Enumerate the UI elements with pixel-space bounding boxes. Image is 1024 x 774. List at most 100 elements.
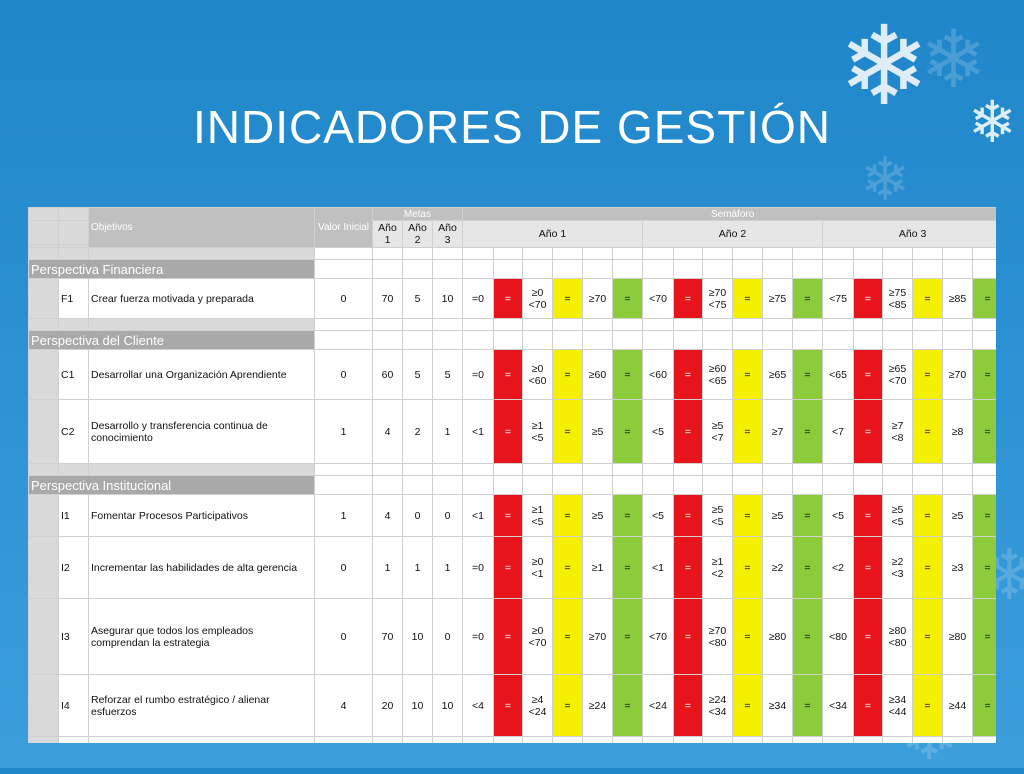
snowflake-icon: ❄ bbox=[860, 146, 911, 213]
empty-cell bbox=[732, 475, 763, 495]
empty-cell bbox=[853, 463, 883, 476]
gutter-cell bbox=[28, 399, 59, 464]
empty-cell bbox=[853, 736, 883, 743]
semaforo-cell: ≥4 <24 bbox=[522, 674, 553, 737]
empty-cell bbox=[432, 318, 463, 331]
empty-cell bbox=[912, 330, 943, 350]
empty-cell bbox=[582, 736, 613, 743]
semaforo-cell: = bbox=[732, 598, 763, 675]
empty-cell bbox=[493, 475, 523, 495]
gutter-cell bbox=[28, 278, 59, 319]
semaforo-cell: = bbox=[912, 536, 943, 599]
section-row: Perspectiva Financiera bbox=[28, 259, 996, 279]
semaforo-cell: <5 bbox=[642, 399, 674, 464]
empty-cell bbox=[942, 247, 973, 260]
semaforo-cell: = bbox=[971, 598, 996, 675]
semaforo-cell: ≥5 bbox=[762, 494, 793, 537]
header-semaforo-year-1: Año 1 bbox=[462, 220, 643, 248]
semaforo-cell: ≥60 bbox=[582, 349, 613, 400]
table-row: C2 Desarrollo y transferencia continua de… bbox=[28, 399, 996, 464]
semaforo-cell: =0 bbox=[462, 536, 494, 599]
empty-cell bbox=[462, 247, 494, 260]
empty-cell bbox=[612, 318, 643, 331]
indicator-code: C1 bbox=[58, 349, 89, 400]
empty-cell bbox=[882, 736, 913, 743]
empty-cell bbox=[971, 318, 996, 331]
semaforo-cell: = bbox=[971, 278, 996, 319]
semaforo-cell: = bbox=[792, 674, 823, 737]
semaforo-cell: = bbox=[493, 536, 523, 599]
empty-cell bbox=[88, 247, 315, 260]
empty-cell bbox=[822, 259, 854, 279]
empty-cell bbox=[702, 736, 733, 743]
header-valor-inicial: Valor Inicial bbox=[314, 207, 373, 248]
empty-cell bbox=[402, 463, 433, 476]
empty-cell bbox=[702, 318, 733, 331]
indicator-code: I3 bbox=[58, 598, 89, 675]
semaforo-cell: ≥7 <8 bbox=[882, 399, 913, 464]
gutter-cell bbox=[28, 674, 59, 737]
valor-inicial-cell: 1 bbox=[314, 494, 373, 537]
semaforo-cell: = bbox=[673, 349, 703, 400]
empty-cell bbox=[582, 475, 613, 495]
semaforo-cell: ≥3 bbox=[942, 536, 973, 599]
footer-row: ® CENTRUM bbox=[28, 736, 996, 743]
empty-cell bbox=[971, 247, 996, 260]
semaforo-cell: <24 bbox=[642, 674, 674, 737]
semaforo-cell: = bbox=[971, 674, 996, 737]
objective-text: Crear fuerza motivada y preparada bbox=[88, 278, 315, 319]
empty-cell bbox=[762, 318, 793, 331]
empty-cell bbox=[732, 259, 763, 279]
semaforo-cell: ≥0 <60 bbox=[522, 349, 553, 400]
semaforo-cell: ≥70 bbox=[582, 278, 613, 319]
empty-cell bbox=[792, 247, 823, 260]
empty-cell bbox=[792, 318, 823, 331]
semaforo-cell: = bbox=[552, 674, 583, 737]
semaforo-cell: ≥5 <5 bbox=[702, 494, 733, 537]
empty-cell bbox=[372, 475, 403, 495]
empty-cell bbox=[612, 259, 643, 279]
empty-cell bbox=[522, 259, 553, 279]
semaforo-cell: ≥2 <3 bbox=[882, 536, 913, 599]
empty-cell bbox=[642, 318, 674, 331]
valor-inicial-cell: 0 bbox=[314, 536, 373, 599]
semaforo-cell: ≥60 <65 bbox=[702, 349, 733, 400]
empty-cell bbox=[552, 463, 583, 476]
empty-cell bbox=[792, 259, 823, 279]
empty-cell bbox=[493, 247, 523, 260]
valor-inicial-cell: 0 bbox=[314, 598, 373, 675]
header-metas-year-3: Año 3 bbox=[432, 220, 463, 248]
semaforo-cell: <5 bbox=[822, 494, 854, 537]
semaforo-cell: = bbox=[493, 674, 523, 737]
empty-cell bbox=[822, 475, 854, 495]
empty-cell bbox=[28, 463, 59, 476]
empty-cell bbox=[372, 259, 403, 279]
semaforo-cell: ≥70 bbox=[582, 598, 613, 675]
meta-cell: 4 bbox=[372, 399, 403, 464]
empty-cell bbox=[582, 247, 613, 260]
empty-cell bbox=[642, 463, 674, 476]
semaforo-cell: ≥24 <34 bbox=[702, 674, 733, 737]
empty-cell bbox=[432, 463, 463, 476]
semaforo-cell: = bbox=[612, 399, 643, 464]
semaforo-cell: = bbox=[912, 674, 943, 737]
empty-cell bbox=[912, 475, 943, 495]
meta-cell: 1 bbox=[372, 536, 403, 599]
empty-cell bbox=[58, 318, 89, 331]
meta-cell: 10 bbox=[402, 598, 433, 675]
semaforo-cell: = bbox=[853, 536, 883, 599]
semaforo-cell: <75 bbox=[822, 278, 854, 319]
section-title: Perspectiva del Cliente bbox=[28, 330, 315, 350]
objective-text: Desarrollar una Organización Aprendiente bbox=[88, 349, 315, 400]
table-row: F1 Crear fuerza motivada y preparada 0 70 5 1… bbox=[28, 278, 996, 319]
valor-inicial-cell: 0 bbox=[314, 278, 373, 319]
empty-cell bbox=[314, 463, 373, 476]
semaforo-cell: = bbox=[552, 494, 583, 537]
semaforo-cell: ≥5 bbox=[582, 399, 613, 464]
header-semaforo-year-3: Año 3 bbox=[821, 220, 996, 248]
semaforo-cell: = bbox=[612, 674, 643, 737]
semaforo-cell: ≥0 <70 bbox=[522, 598, 553, 675]
empty-cell bbox=[971, 330, 996, 350]
empty-cell bbox=[493, 318, 523, 331]
gutter-cell bbox=[58, 220, 89, 245]
